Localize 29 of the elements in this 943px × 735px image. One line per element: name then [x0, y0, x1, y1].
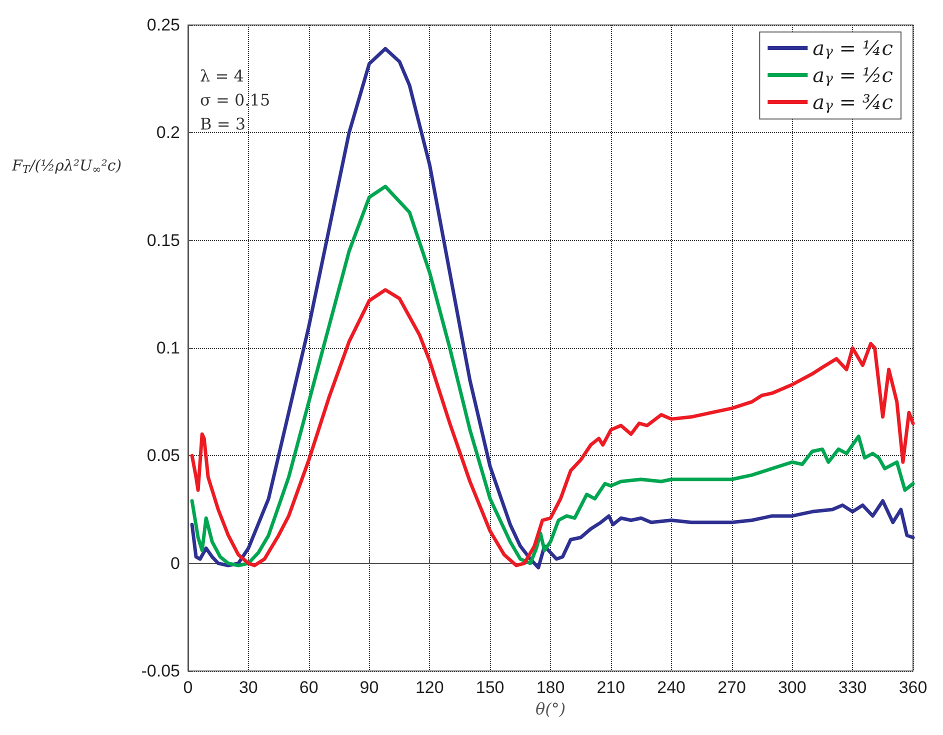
y-tick-label: 0.2	[156, 123, 180, 142]
x-tick-label: 360	[898, 678, 928, 697]
x-tick-label: 0	[183, 678, 193, 697]
x-axis-title: θ(°)	[535, 699, 566, 718]
annotation: λ = 4	[200, 66, 244, 86]
line-series	[190, 288, 915, 568]
legend-label: aγ = ½c	[812, 63, 894, 87]
y-tick-label: -0.05	[141, 662, 180, 680]
x-tick-label: 240	[657, 678, 686, 697]
annotation: σ = 0.15	[200, 90, 270, 110]
legend-label: aγ = ¼c	[812, 36, 894, 60]
y-tick-label: 0.05	[146, 446, 180, 466]
y-tick-label: 0.25	[146, 16, 180, 34]
x-tick-label: 300	[778, 678, 806, 697]
x-tick-label: 330	[838, 678, 867, 697]
annotation: B = 3	[200, 114, 246, 134]
line-series	[190, 184, 915, 568]
x-tick-label: 180	[536, 678, 565, 697]
x-tick-label: 60	[299, 678, 318, 697]
x-tick-label: 270	[718, 678, 746, 697]
x-tick-label: 120	[415, 678, 444, 697]
y-tick-label: 0.15	[146, 230, 180, 250]
x-tick-label: 210	[596, 678, 626, 697]
y-tick-label: 0	[170, 554, 180, 573]
x-tick-label: 30	[238, 678, 258, 697]
legend-label: aγ = ¾c	[812, 90, 894, 114]
y-tick-label: 0.1	[156, 338, 180, 358]
x-tick-label: 150	[476, 678, 504, 697]
x-tick-label: 90	[360, 678, 379, 697]
